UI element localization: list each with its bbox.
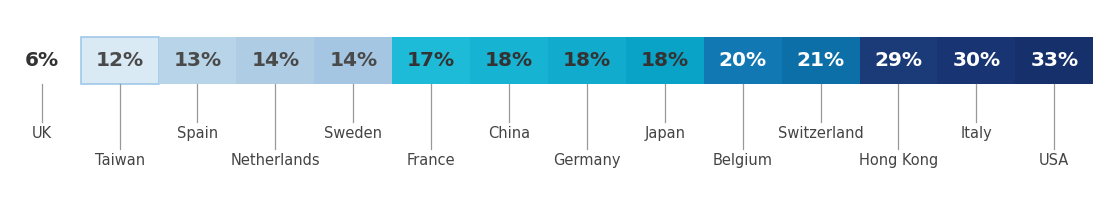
Text: Belgium: Belgium xyxy=(712,153,773,168)
Text: UK: UK xyxy=(32,126,52,141)
Text: 30%: 30% xyxy=(952,51,1001,70)
Text: 18%: 18% xyxy=(563,51,610,70)
Text: Italy: Italy xyxy=(960,126,992,141)
Text: 14%: 14% xyxy=(251,51,299,70)
Text: 6%: 6% xyxy=(24,51,59,70)
Text: 12%: 12% xyxy=(95,51,144,70)
Bar xyxy=(781,37,859,84)
Text: 33%: 33% xyxy=(1030,51,1078,70)
Bar xyxy=(315,37,392,84)
Text: 18%: 18% xyxy=(486,51,533,70)
Text: Germany: Germany xyxy=(553,153,620,168)
Bar xyxy=(470,37,548,84)
Text: 21%: 21% xyxy=(797,51,845,70)
Bar xyxy=(159,37,237,84)
Bar xyxy=(81,37,159,84)
Text: Hong Kong: Hong Kong xyxy=(859,153,938,168)
Bar xyxy=(548,37,626,84)
Text: 20%: 20% xyxy=(719,51,767,70)
Text: 29%: 29% xyxy=(875,51,923,70)
Bar xyxy=(704,37,781,84)
Bar xyxy=(937,37,1015,84)
Bar xyxy=(859,37,937,84)
Text: France: France xyxy=(407,153,456,168)
Bar xyxy=(626,37,704,84)
Bar xyxy=(1015,37,1093,84)
Text: 18%: 18% xyxy=(641,51,689,70)
Text: Sweden: Sweden xyxy=(324,126,383,141)
Text: Switzerland: Switzerland xyxy=(778,126,864,141)
Text: Spain: Spain xyxy=(176,126,218,141)
Bar xyxy=(392,37,470,84)
Text: Japan: Japan xyxy=(644,126,685,141)
Text: 14%: 14% xyxy=(329,51,377,70)
Text: China: China xyxy=(488,126,530,141)
Text: USA: USA xyxy=(1039,153,1070,168)
Text: 13%: 13% xyxy=(173,51,221,70)
Text: 17%: 17% xyxy=(407,51,455,70)
Text: Taiwan: Taiwan xyxy=(94,153,145,168)
Bar xyxy=(237,37,315,84)
Text: Netherlands: Netherlands xyxy=(230,153,320,168)
